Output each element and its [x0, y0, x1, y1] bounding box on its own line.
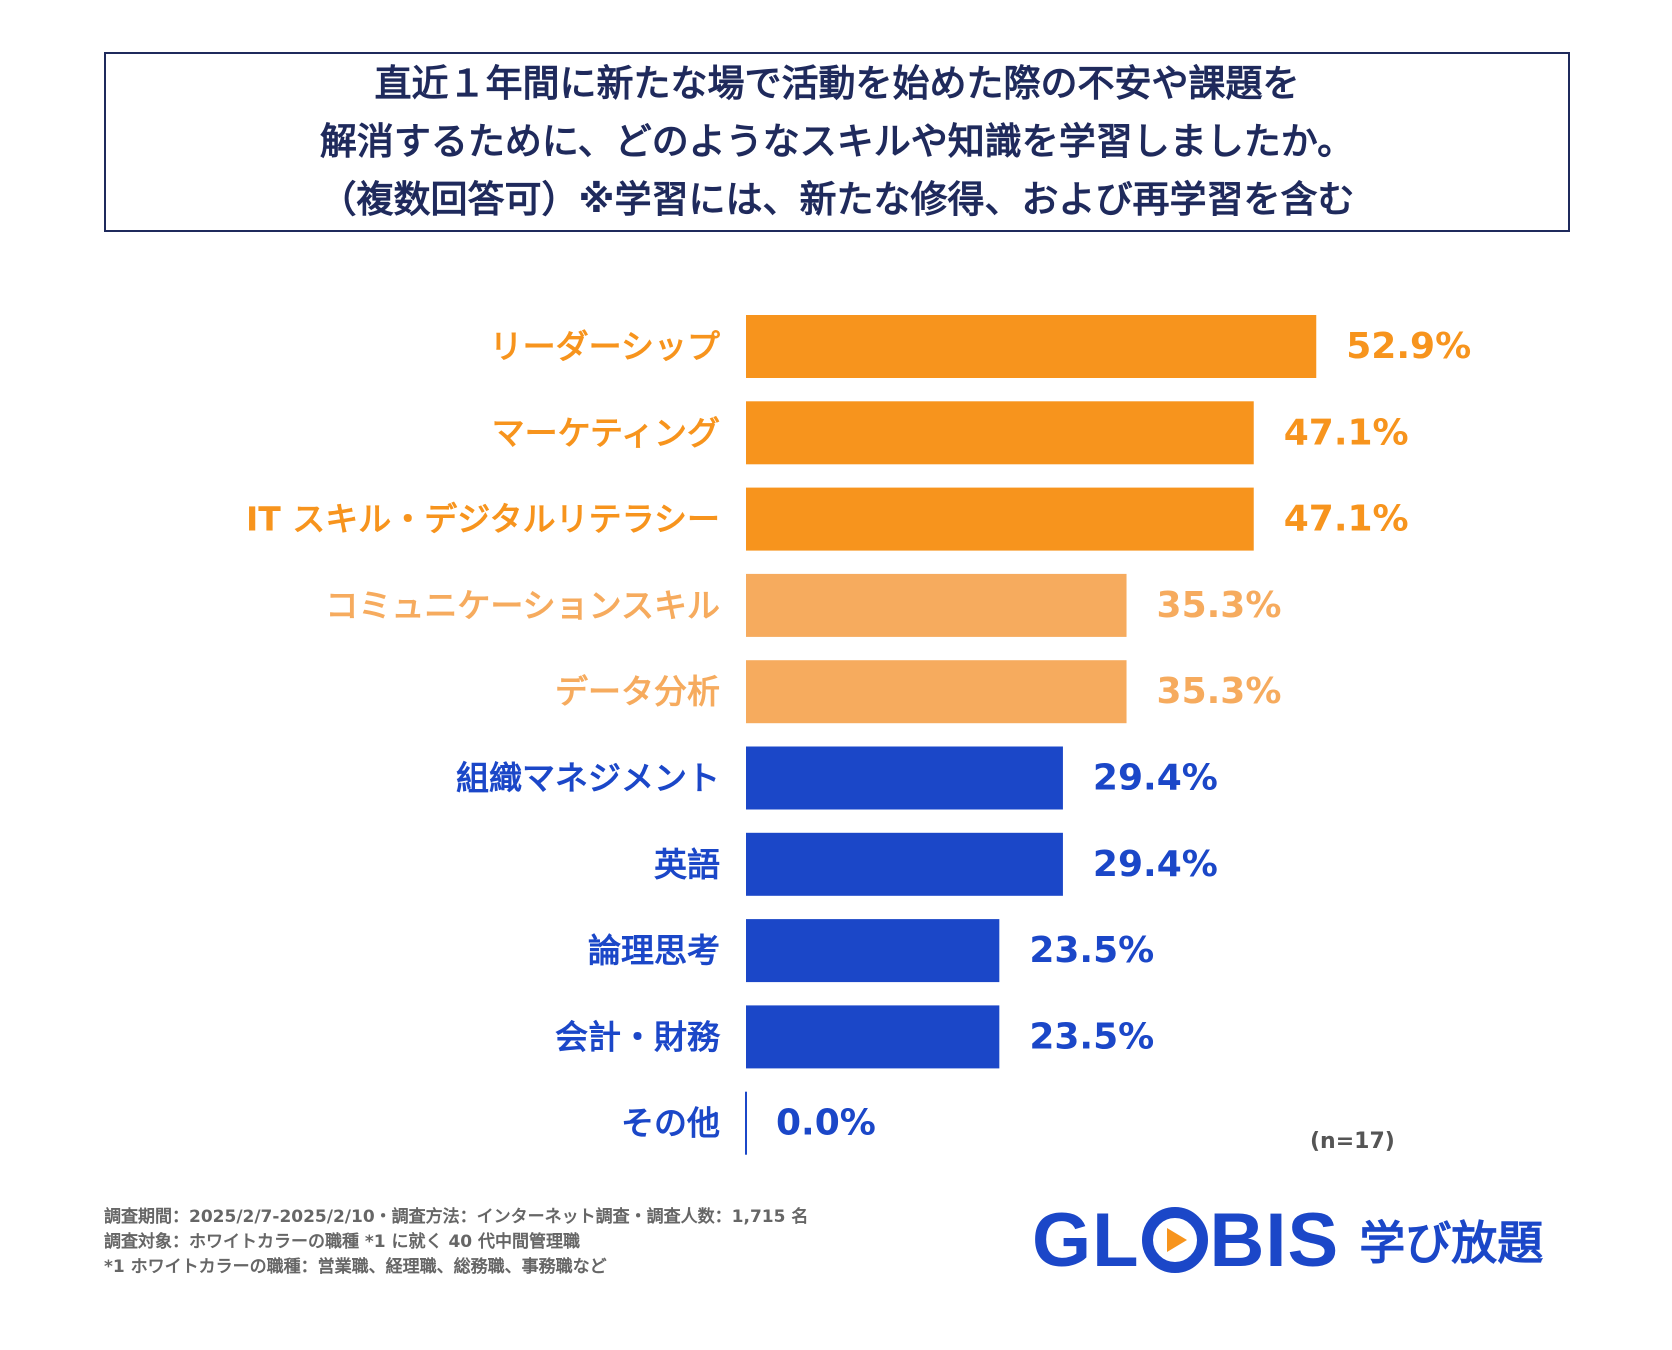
- globis-logo: GL BIS 学び放題: [1032, 1198, 1544, 1283]
- footnote-line-2: 調査対象：ホワイトカラーの職種 *1 に就く 40 代中間管理職: [104, 1232, 581, 1252]
- category-label-1: マーケティング: [492, 413, 720, 452]
- value-label-3: 35.3%: [1157, 585, 1282, 626]
- category-label-4: データ分析: [555, 672, 720, 711]
- value-label-9: 0.0%: [776, 1103, 876, 1144]
- logo-text-start: GL: [1032, 1197, 1140, 1283]
- category-label-8: 会計・財務: [555, 1017, 721, 1056]
- bar-1: [746, 401, 1254, 465]
- category-label-6: 英語: [654, 845, 720, 884]
- bar-6: [746, 832, 1063, 896]
- category-label-3: コミュニケーションスキル: [325, 586, 720, 625]
- chart-title-line-1: 直近１年間に新たな場で活動を始めた際の不安や課題を: [374, 62, 1300, 105]
- footnote-line-3: *1 ホワイトカラーの職種：営業職、経理職、総務職、事務職など: [104, 1257, 607, 1277]
- logo-wordmark: GL BIS: [1032, 1197, 1339, 1284]
- survey-footnote: 調査期間：2025/2/7-2025/2/10・調査方法：インターネット調査・調…: [104, 1205, 808, 1280]
- play-triangle-icon: [1141, 1207, 1208, 1273]
- value-label-8: 23.5%: [1029, 1016, 1154, 1057]
- category-label-9: その他: [621, 1104, 720, 1143]
- value-label-4: 35.3%: [1157, 671, 1282, 712]
- bar-4: [746, 660, 1127, 724]
- bar-5: [746, 746, 1063, 810]
- category-label-5: 組織マネジメント: [456, 759, 720, 798]
- value-label-7: 23.5%: [1029, 930, 1154, 971]
- value-label-1: 47.1%: [1284, 412, 1409, 453]
- category-label-2: IT スキル・デジタルリテラシー: [246, 500, 720, 539]
- sample-size-note: (n=17): [1310, 1129, 1395, 1154]
- bar-0: [746, 315, 1317, 378]
- logo-text-end: BIS: [1209, 1197, 1340, 1283]
- chart-title-line-3: （複数回答可）※学習には、新たな修得、および再学習を含む: [319, 178, 1355, 221]
- bar-3: [746, 573, 1127, 637]
- bar-8: [746, 1005, 1000, 1069]
- category-label-0: リーダーシップ: [490, 327, 721, 366]
- logo-subtitle: 学び放題: [1359, 1216, 1544, 1270]
- bar-2: [746, 487, 1254, 551]
- value-label-0: 52.9%: [1346, 326, 1471, 367]
- value-label-2: 47.1%: [1284, 499, 1409, 540]
- chart-title-box: 直近１年間に新たな場で活動を始めた際の不安や課題を 解消するために、どのようなス…: [104, 52, 1570, 232]
- value-label-5: 29.4%: [1093, 758, 1218, 799]
- footnote-line-1: 調査期間：2025/2/7-2025/2/10・調査方法：インターネット調査・調…: [104, 1207, 809, 1227]
- chart-title-line-2: 解消するために、どのようなスキルや知識を学習しましたか。: [319, 120, 1355, 163]
- bar-7: [746, 919, 1000, 983]
- category-label-7: 論理思考: [588, 931, 720, 970]
- value-label-6: 29.4%: [1093, 844, 1218, 885]
